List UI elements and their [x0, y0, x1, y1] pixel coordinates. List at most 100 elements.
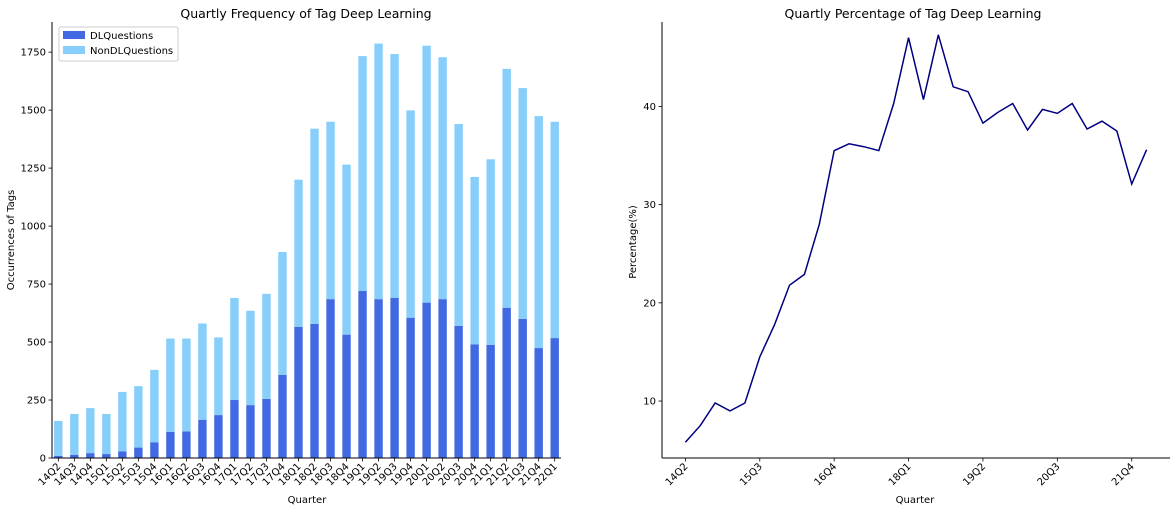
bar-dlquestions: [422, 302, 431, 458]
bar-nondlquestions: [502, 68, 511, 308]
bar-nondlquestions: [422, 45, 431, 303]
legend: DLQuestions NonDLQuestions: [58, 26, 179, 62]
bar-nondlquestions: [358, 56, 367, 292]
bar-nondlquestions: [54, 420, 63, 456]
bar-nondlquestions: [86, 408, 95, 454]
left-chart-title: Quartly Frequency of Tag Deep Learning: [180, 6, 431, 21]
right-points: [685, 34, 1147, 443]
bar-nondlquestions: [102, 413, 111, 455]
bar-nondlquestions: [214, 337, 223, 416]
right-x-ticks: 14Q2 15Q3 16Q4 18Q1 19Q2 20Q3 21Q4: [664, 458, 1137, 488]
bar-dlquestions: [102, 454, 111, 458]
bar-nondlquestions: [262, 293, 271, 399]
legend-label-dlquestions: DLQuestions: [90, 31, 153, 42]
bar-dlquestions: [518, 318, 527, 458]
bar-nondlquestions: [182, 338, 191, 432]
y-tick-label: 1000: [21, 222, 46, 233]
x-tick-label: 19Q2: [961, 461, 988, 488]
x-tick-label: 15Q3: [738, 461, 765, 488]
x-tick-label: 18Q1: [887, 461, 914, 488]
bar-nondlquestions: [326, 121, 335, 300]
left-y-ticks: 0 250 500 750 1000 1250 1500 1750: [21, 48, 52, 465]
y-tick-label: 10: [643, 397, 656, 408]
y-tick-label: 1500: [21, 106, 46, 117]
bar-dlquestions: [534, 348, 543, 458]
left-y-axis-label: Occurrences of Tags: [6, 190, 17, 291]
bar-dlquestions: [86, 453, 95, 458]
y-tick-label: 0: [40, 454, 46, 465]
bar-nondlquestions: [486, 159, 495, 345]
y-tick-label: 750: [27, 280, 46, 291]
x-tick-label: 16Q4: [812, 461, 839, 488]
y-tick-label: 20: [643, 298, 656, 309]
bar-dlquestions: [502, 307, 511, 458]
x-tick-label: 21Q4: [1110, 461, 1137, 488]
bar-dlquestions: [374, 299, 383, 458]
y-tick-label: 1750: [21, 48, 46, 59]
bar-nondlquestions: [118, 391, 127, 452]
bar-nondlquestions: [230, 297, 239, 401]
bar-dlquestions: [358, 291, 367, 458]
right-y-axis-label: Percentage(%): [628, 205, 639, 279]
percentage-line: [684, 34, 1148, 443]
bar-nondlquestions: [198, 323, 207, 420]
left-x-ticks: 14Q214Q314Q415Q115Q215Q315Q416Q116Q216Q3…: [37, 458, 560, 488]
bar-nondlquestions: [342, 164, 351, 335]
bar-dlquestions: [134, 447, 143, 458]
left-bars: [54, 43, 559, 458]
bar-dlquestions: [182, 431, 191, 458]
bar-dlquestions: [54, 455, 63, 458]
y-tick-label: 40: [643, 102, 656, 113]
bar-dlquestions: [70, 454, 79, 458]
y-tick-label: 1250: [21, 164, 46, 175]
bar-nondlquestions: [390, 54, 399, 298]
bar-nondlquestions: [518, 88, 527, 319]
bar-nondlquestions: [246, 310, 255, 406]
legend-label-nondlquestions: NonDLQuestions: [90, 46, 173, 57]
y-tick-label: 500: [27, 338, 46, 349]
bar-dlquestions: [262, 398, 271, 458]
left-x-axis-label: Quarter: [288, 495, 328, 506]
bar-dlquestions: [550, 338, 559, 458]
legend-swatch-dlquestions: [63, 31, 85, 39]
bar-dlquestions: [118, 451, 127, 458]
bar-dlquestions: [326, 299, 335, 458]
bar-nondlquestions: [534, 116, 543, 349]
bar-dlquestions: [470, 344, 479, 458]
y-tick-label: 30: [643, 200, 656, 211]
bar-dlquestions: [438, 299, 447, 458]
bar-nondlquestions: [550, 121, 559, 339]
bar-nondlquestions: [134, 386, 143, 448]
right-chart-title: Quartly Percentage of Tag Deep Learning: [785, 6, 1042, 21]
bar-nondlquestions: [454, 124, 463, 326]
bar-dlquestions: [390, 297, 399, 458]
legend-box: [58, 26, 179, 62]
bar-nondlquestions: [438, 57, 447, 300]
bar-dlquestions: [214, 415, 223, 458]
right-x-axis-label: Quarter: [896, 495, 936, 506]
bar-dlquestions: [246, 405, 255, 458]
bar-nondlquestions: [294, 179, 303, 327]
left-chart: Quartly Frequency of Tag Deep Learning 0…: [6, 6, 561, 506]
bar-dlquestions: [310, 323, 319, 458]
bar-nondlquestions: [278, 252, 287, 375]
bar-dlquestions: [294, 326, 303, 458]
bar-nondlquestions: [406, 110, 415, 318]
bar-dlquestions: [342, 334, 351, 458]
bar-dlquestions: [198, 419, 207, 458]
bar-nondlquestions: [70, 413, 79, 455]
bar-nondlquestions: [310, 128, 319, 324]
bar-nondlquestions: [374, 43, 383, 300]
bar-nondlquestions: [470, 176, 479, 345]
bar-dlquestions: [454, 325, 463, 458]
bar-nondlquestions: [150, 369, 159, 443]
bar-dlquestions: [230, 400, 239, 458]
y-tick-label: 250: [27, 396, 46, 407]
right-chart: Quartly Percentage of Tag Deep Learning …: [628, 6, 1170, 506]
x-tick-label: 14Q2: [664, 461, 691, 488]
bar-dlquestions: [150, 442, 159, 458]
bar-dlquestions: [166, 431, 175, 458]
bar-nondlquestions: [166, 338, 175, 432]
bar-dlquestions: [278, 374, 287, 458]
